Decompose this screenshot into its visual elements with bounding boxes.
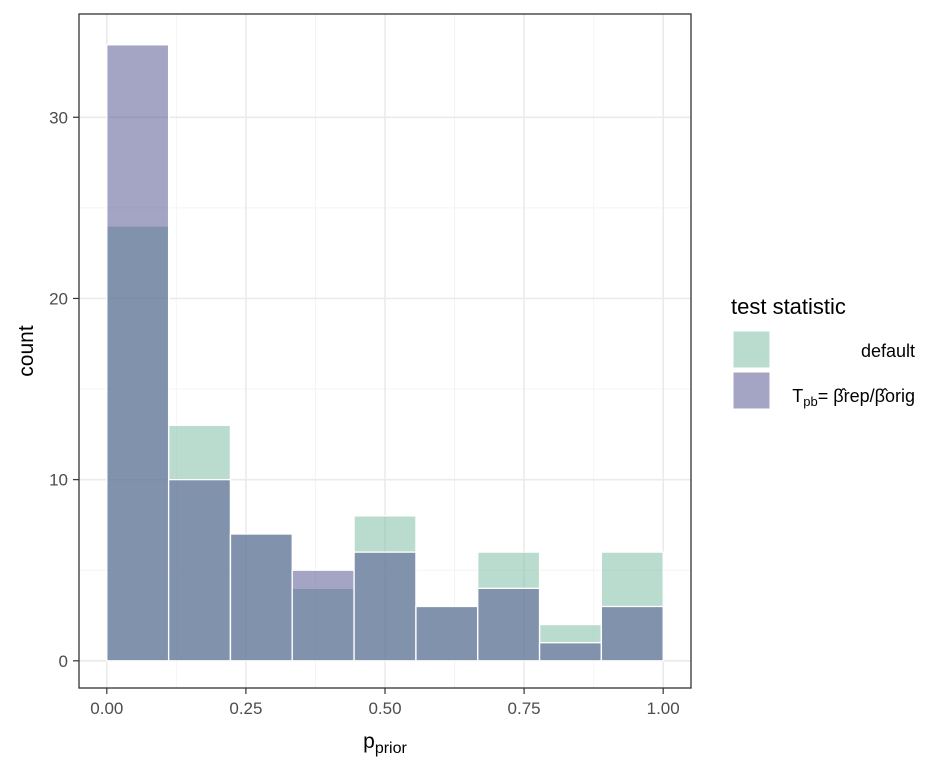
y-tick-label: 10: [49, 471, 68, 490]
x-axis-title: pprior: [363, 730, 407, 757]
legend-label-tpb-formula: = β̂rep/β̂orig: [818, 386, 915, 406]
legend-key-tpb: [732, 371, 771, 410]
y-tick-label: 0: [59, 652, 68, 671]
bar-tpb-8: [600, 605, 664, 662]
bar-tpb-0: [106, 44, 170, 662]
bar-tpb-1: [167, 478, 232, 662]
legend-key-default: [732, 330, 771, 369]
x-tick-label: 0.00: [90, 699, 123, 718]
x-axis-title-main: p: [363, 730, 375, 753]
legend: test statistic default Tpb= β̂rep/β̂orig: [731, 294, 915, 410]
x-tick-label: 0.50: [368, 699, 401, 718]
legend-title: test statistic: [731, 294, 846, 319]
series-tpb-bars: [106, 44, 664, 662]
legend-label-tpb-main: T: [792, 386, 803, 406]
bar-tpb-4: [353, 551, 417, 662]
x-tick-label: 0.75: [508, 699, 541, 718]
bar-tpb-7: [538, 642, 603, 662]
x-tick-label: 1.00: [647, 699, 680, 718]
x-axis-title-sub: prior: [375, 740, 408, 757]
y-tick-label: 30: [49, 108, 68, 127]
bar-tpb-2: [229, 533, 293, 662]
legend-label-tpb: Tpb= β̂rep/β̂orig: [792, 386, 915, 409]
y-tick-label: 20: [49, 289, 68, 308]
legend-label-tpb-sub: pb: [803, 394, 817, 409]
x-tick-label: 0.25: [229, 699, 262, 718]
y-axis-title: count: [15, 325, 38, 377]
bar-tpb-3: [291, 569, 355, 662]
bar-tpb-5: [415, 605, 479, 662]
legend-label-default: default: [861, 341, 915, 361]
x-axis: 0.00 0.25 0.50 0.75 1.00: [90, 688, 680, 718]
bar-tpb-6: [477, 587, 541, 662]
y-axis: 0 10 20 30: [49, 108, 79, 671]
